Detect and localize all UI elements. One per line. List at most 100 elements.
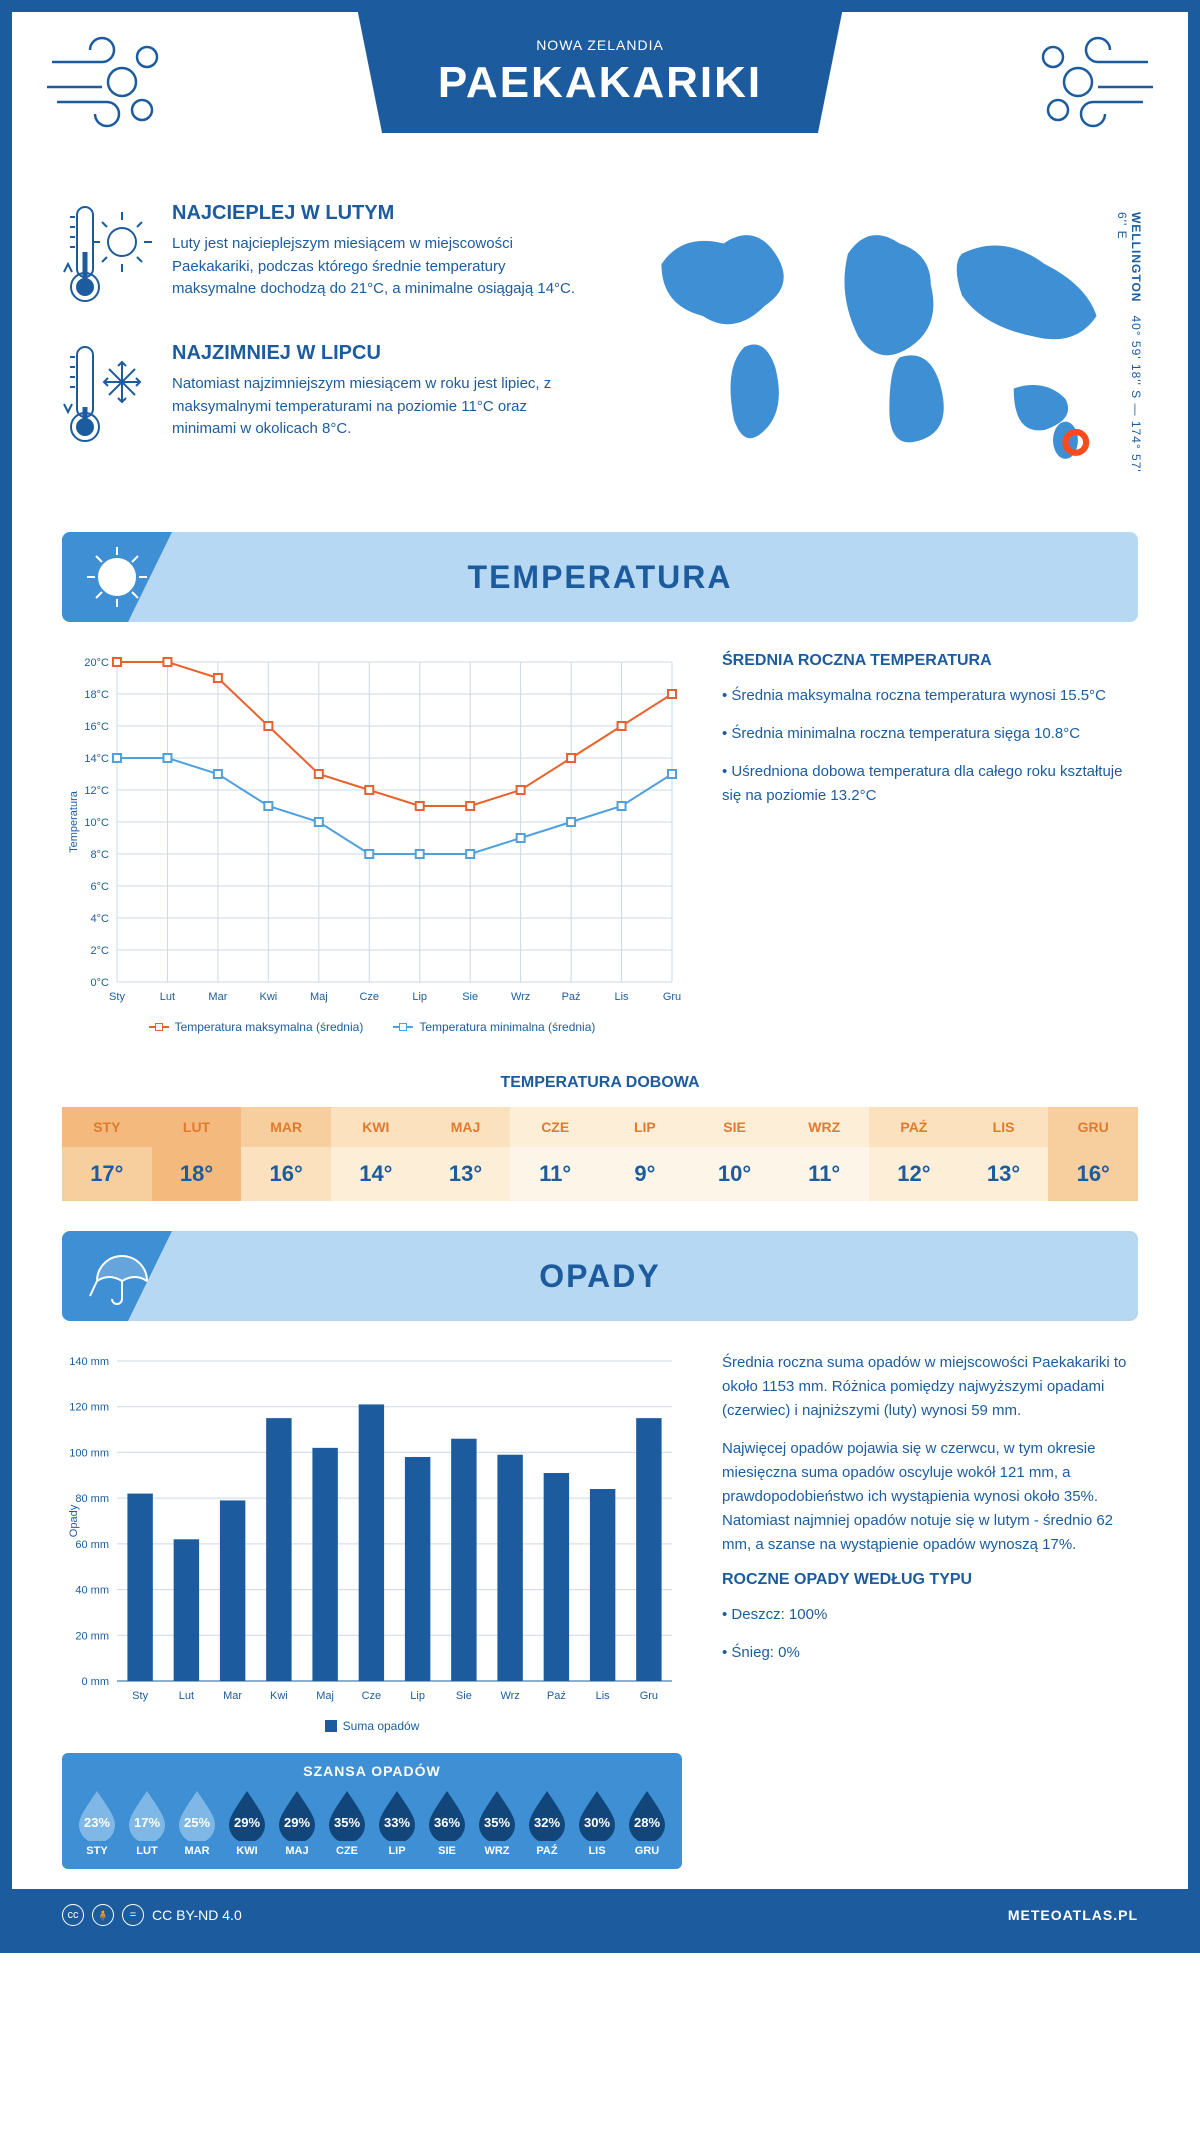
svg-text:Maj: Maj (310, 991, 328, 1003)
wind-icon (1028, 32, 1158, 132)
svg-text:Kwi: Kwi (259, 991, 277, 1003)
nd-icon: = (122, 1904, 144, 1926)
chance-drop: 23% STY (72, 1787, 122, 1857)
chance-title: SZANSA OPADÓW (62, 1763, 682, 1779)
svg-text:Mar: Mar (208, 991, 227, 1003)
temp-table-col: GRU16° (1048, 1107, 1138, 1201)
svg-text:35%: 35% (334, 1815, 360, 1830)
svg-text:23%: 23% (84, 1815, 110, 1830)
temp-table-col: LUT18° (152, 1107, 242, 1201)
svg-text:Wrz: Wrz (500, 1690, 519, 1702)
svg-text:Maj: Maj (316, 1690, 334, 1702)
temp-table-col: PAŹ12° (869, 1107, 959, 1201)
svg-text:33%: 33% (384, 1815, 410, 1830)
svg-text:10°C: 10°C (84, 817, 109, 829)
temp-table-col: MAJ13° (421, 1107, 511, 1201)
fact-coldest: NAJZIMNIEJ W LIPCU Natomiast najzimniejs… (62, 342, 580, 452)
svg-text:40 mm: 40 mm (75, 1585, 109, 1597)
section-bar-temperature: TEMPERATURA (62, 532, 1138, 622)
svg-text:18°C: 18°C (84, 689, 109, 701)
svg-text:140 mm: 140 mm (69, 1356, 109, 1368)
footer: cc 🧍 = CC BY-ND 4.0 METEOATLAS.PL (12, 1889, 1188, 1941)
license: cc 🧍 = CC BY-ND 4.0 (62, 1904, 242, 1926)
svg-text:Lut: Lut (160, 991, 175, 1003)
svg-text:Paź: Paź (547, 1690, 566, 1702)
chance-drop: 17% LUT (122, 1787, 172, 1857)
svg-text:25%: 25% (184, 1815, 210, 1830)
svg-text:8°C: 8°C (91, 849, 110, 861)
svg-text:Gru: Gru (663, 991, 681, 1003)
svg-text:Sie: Sie (462, 991, 478, 1003)
temp-table-col: CZE11° (510, 1107, 600, 1201)
svg-text:Cze: Cze (362, 1690, 382, 1702)
coordinates: WELLINGTON 40° 59' 18'' S — 174° 57' 6''… (1115, 212, 1143, 482)
daily-temp-table: STY17°LUT18°MAR16°KWI14°MAJ13°CZE11°LIP9… (62, 1107, 1138, 1201)
fact-warmest: NAJCIEPLEJ W LUTYM Luty jest najcieplejs… (62, 202, 580, 312)
svg-text:32%: 32% (534, 1815, 560, 1830)
temp-table-col: STY17° (62, 1107, 152, 1201)
temp-chart-legend: Temperatura maksymalna (średnia) Tempera… (62, 1020, 682, 1034)
temp-bullet: Średnia maksymalna roczna temperatura wy… (722, 684, 1138, 708)
svg-text:Lis: Lis (596, 1690, 611, 1702)
chance-drop: 32% PAŹ (522, 1787, 572, 1857)
intro-section: NAJCIEPLEJ W LUTYM Luty jest najcieplejs… (12, 182, 1188, 512)
precip-type-title: ROCZNE OPADY WEDŁUG TYPU (722, 1571, 1138, 1589)
chance-drop: 29% KWI (222, 1787, 272, 1857)
svg-text:Mar: Mar (223, 1690, 242, 1702)
temp-side-title: ŚREDNIA ROCZNA TEMPERATURA (722, 652, 1138, 670)
precip-types: Deszcz: 100%Śnieg: 0% (722, 1603, 1138, 1665)
section-title-temperature: TEMPERATURA (172, 559, 1138, 596)
chance-drop: 28% GRU (622, 1787, 672, 1857)
fact-warm-title: NAJCIEPLEJ W LUTYM (172, 202, 580, 225)
svg-text:29%: 29% (234, 1815, 260, 1830)
svg-text:0°C: 0°C (91, 977, 110, 989)
svg-text:12°C: 12°C (84, 785, 109, 797)
temp-table-col: LIS13° (959, 1107, 1049, 1201)
by-icon: 🧍 (92, 1904, 114, 1926)
header: PAEKAKARIKI NOWA ZELANDIA (12, 12, 1188, 182)
svg-text:0 mm: 0 mm (82, 1676, 110, 1688)
temperature-line-chart: 0°C2°C4°C6°C8°C10°C12°C14°C16°C18°C20°CS… (62, 652, 682, 1012)
precip-p1: Średnia roczna suma opadów w miejscowośc… (722, 1351, 1138, 1423)
svg-text:80 mm: 80 mm (75, 1493, 109, 1505)
temp-table-col: KWI14° (331, 1107, 421, 1201)
thermometer-cold-icon (62, 342, 152, 452)
fact-cold-title: NAJZIMNIEJ W LIPCU (172, 342, 580, 365)
wind-icon (42, 32, 172, 132)
temp-table-col: LIP9° (600, 1107, 690, 1201)
svg-text:100 mm: 100 mm (69, 1447, 109, 1459)
svg-text:Lut: Lut (179, 1690, 194, 1702)
sun-icon (62, 532, 172, 622)
svg-text:120 mm: 120 mm (69, 1402, 109, 1414)
fact-cold-text: Natomiast najzimniejszym miesiącem w rok… (172, 373, 580, 441)
svg-text:35%: 35% (484, 1815, 510, 1830)
svg-text:14°C: 14°C (84, 753, 109, 765)
svg-text:29%: 29% (284, 1815, 310, 1830)
svg-text:Kwi: Kwi (270, 1690, 288, 1702)
page-subtitle: NOWA ZELANDIA (438, 37, 762, 53)
daily-temp-title: TEMPERATURA DOBOWA (12, 1074, 1188, 1092)
temp-table-col: WRZ11° (779, 1107, 869, 1201)
site-name: METEOATLAS.PL (1008, 1907, 1138, 1923)
svg-text:Sie: Sie (456, 1690, 472, 1702)
svg-text:Lis: Lis (615, 991, 630, 1003)
svg-text:Sty: Sty (109, 991, 125, 1003)
svg-text:Paź: Paź (562, 991, 581, 1003)
svg-text:20 mm: 20 mm (75, 1630, 109, 1642)
thermometer-hot-icon (62, 202, 152, 312)
svg-text:Lip: Lip (412, 991, 427, 1003)
section-title-precip: OPADY (172, 1258, 1138, 1295)
section-bar-precip: OPADY (62, 1231, 1138, 1321)
chance-drop: 29% MAJ (272, 1787, 322, 1857)
chance-drop: 30% LIS (572, 1787, 622, 1857)
chance-drop: 35% CZE (322, 1787, 372, 1857)
svg-text:Lip: Lip (410, 1690, 425, 1702)
svg-text:Sty: Sty (132, 1690, 148, 1702)
chance-drop: 33% LIP (372, 1787, 422, 1857)
svg-text:Temperatura: Temperatura (68, 790, 80, 853)
svg-text:30%: 30% (584, 1815, 610, 1830)
chance-drops: 23% STY 17% LUT 25% MAR 29% KWI 29% MAJ … (62, 1787, 682, 1857)
precip-chart-legend: Suma opadów (62, 1719, 682, 1733)
precip-bar-chart: 0 mm20 mm40 mm60 mm80 mm100 mm120 mm140 … (62, 1351, 682, 1711)
chance-drop: 35% WRZ (472, 1787, 522, 1857)
